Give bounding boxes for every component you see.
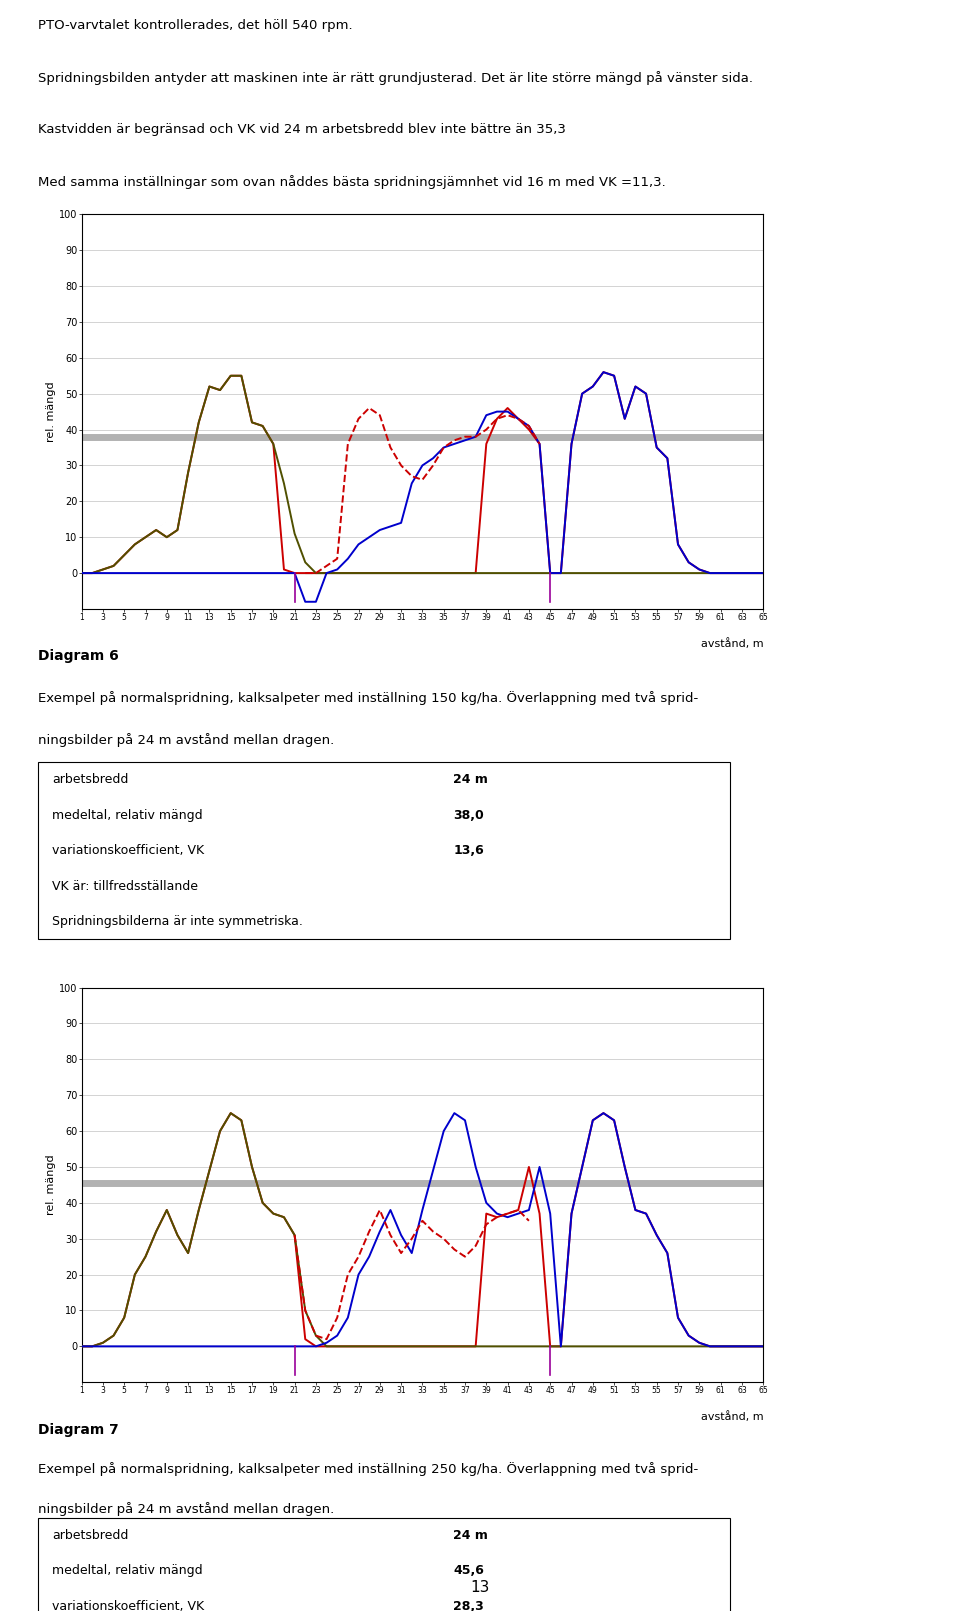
Text: variationskoefficient, VK: variationskoefficient, VK — [52, 1600, 204, 1611]
Text: 45,6: 45,6 — [453, 1564, 484, 1577]
Text: 24 m: 24 m — [453, 773, 488, 786]
Text: variationskoefficient, VK: variationskoefficient, VK — [52, 844, 204, 857]
Text: avstånd, m: avstånd, m — [701, 1411, 763, 1423]
Text: Med samma inställningar som ovan nåddes bästa spridningsjämnhet vid 16 m med VK : Med samma inställningar som ovan nåddes … — [38, 176, 666, 188]
Text: Diagram 7: Diagram 7 — [38, 1423, 119, 1437]
Text: Spridningsbilden antyder att maskinen inte är rätt grundjusterad. Det är lite st: Spridningsbilden antyder att maskinen in… — [38, 71, 754, 85]
Text: Spridningsbilderna är inte symmetriska.: Spridningsbilderna är inte symmetriska. — [52, 915, 303, 928]
Text: medeltal, relativ mängd: medeltal, relativ mängd — [52, 1564, 203, 1577]
Text: 13: 13 — [470, 1580, 490, 1595]
Text: 24 m: 24 m — [453, 1529, 488, 1542]
Text: VK är: tillfredsställande: VK är: tillfredsställande — [52, 880, 198, 892]
Text: Diagram 6: Diagram 6 — [38, 649, 119, 664]
FancyBboxPatch shape — [38, 762, 730, 939]
Text: Kastvidden är begränsad och VK vid 24 m arbetsbredd blev inte bättre än 35,3: Kastvidden är begränsad och VK vid 24 m … — [38, 122, 566, 135]
Text: arbetsbredd: arbetsbredd — [52, 1529, 129, 1542]
Text: 38,0: 38,0 — [453, 809, 484, 822]
Y-axis label: rel. mängd: rel. mängd — [46, 382, 57, 441]
Text: 13,6: 13,6 — [453, 844, 484, 857]
Text: ningsbilder på 24 m avstånd mellan dragen.: ningsbilder på 24 m avstånd mellan drage… — [38, 1501, 335, 1516]
Text: avstånd, m: avstånd, m — [701, 638, 763, 649]
Text: 28,3: 28,3 — [453, 1600, 484, 1611]
Text: Exempel på normalspridning, kalksalpeter med inställning 150 kg/ha. Överlappning: Exempel på normalspridning, kalksalpeter… — [38, 691, 699, 706]
FancyBboxPatch shape — [38, 1518, 730, 1611]
Text: PTO-varvtalet kontrollerades, det höll 540 rpm.: PTO-varvtalet kontrollerades, det höll 5… — [38, 19, 353, 32]
Text: Exempel på normalspridning, kalksalpeter med inställning 250 kg/ha. Överlappning: Exempel på normalspridning, kalksalpeter… — [38, 1463, 699, 1476]
Y-axis label: rel. mängd: rel. mängd — [46, 1155, 57, 1215]
Text: medeltal, relativ mängd: medeltal, relativ mängd — [52, 809, 203, 822]
Text: ningsbilder på 24 m avstånd mellan dragen.: ningsbilder på 24 m avstånd mellan drage… — [38, 733, 335, 748]
Text: arbetsbredd: arbetsbredd — [52, 773, 129, 786]
